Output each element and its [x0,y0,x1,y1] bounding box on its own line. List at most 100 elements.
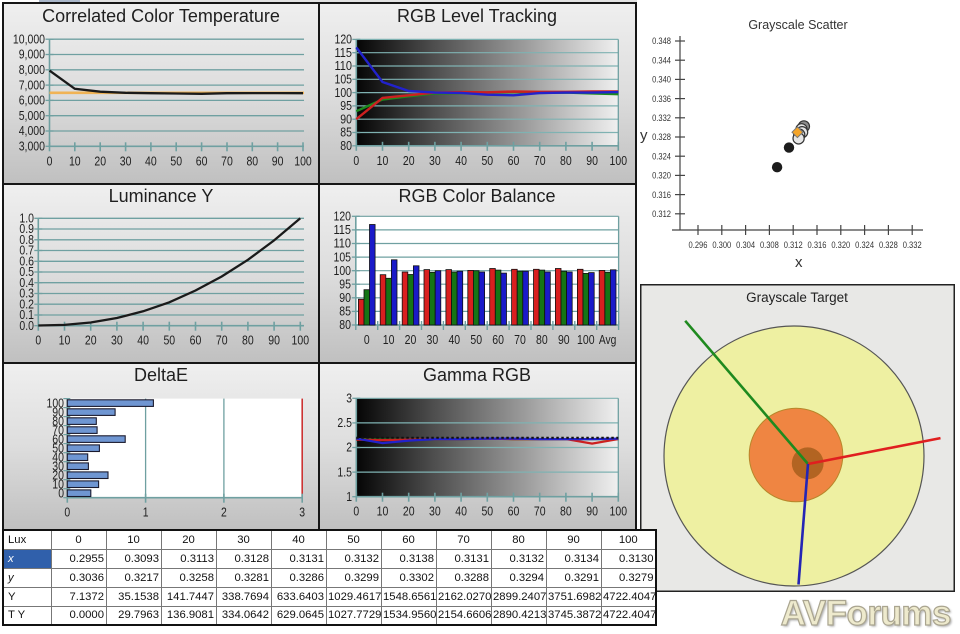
svg-text:80: 80 [536,333,548,347]
svg-text:20: 20 [403,154,415,168]
svg-text:0: 0 [58,486,64,500]
svg-text:0: 0 [364,333,370,347]
svg-text:60: 60 [52,432,64,446]
svg-text:60: 60 [508,154,520,168]
svg-text:50: 50 [481,154,493,168]
svg-text:110: 110 [334,237,352,251]
svg-text:50: 50 [170,154,182,168]
svg-text:90: 90 [586,154,598,168]
svg-text:3,000: 3,000 [19,140,45,154]
svg-text:40: 40 [137,334,149,348]
svg-text:100: 100 [577,333,595,347]
svg-text:100: 100 [292,334,310,348]
svg-text:80: 80 [560,154,572,168]
svg-text:70: 70 [534,154,546,168]
svg-text:50: 50 [470,333,482,347]
svg-text:20: 20 [85,334,97,348]
svg-text:80: 80 [52,414,64,428]
svg-text:90: 90 [586,505,598,519]
svg-text:0.312: 0.312 [784,240,803,250]
svg-text:100: 100 [294,154,312,168]
svg-text:2.5: 2.5 [337,416,352,430]
svg-text:0: 0 [47,154,53,168]
svg-text:4,000: 4,000 [19,124,45,138]
svg-text:Grayscale Scatter: Grayscale Scatter [748,18,847,32]
svg-text:1: 1 [346,490,352,504]
svg-text:30: 30 [120,154,132,168]
svg-text:10: 10 [69,154,81,168]
svg-text:115: 115 [334,223,352,237]
svg-text:0.304: 0.304 [736,240,755,250]
svg-text:100: 100 [335,86,353,100]
svg-text:7,000: 7,000 [19,78,45,92]
svg-text:3: 3 [346,392,352,406]
svg-text:0.348: 0.348 [652,36,671,46]
svg-text:0: 0 [353,154,359,168]
svg-text:90: 90 [339,291,351,305]
svg-text:0.300: 0.300 [712,240,731,250]
svg-text:95: 95 [340,99,352,113]
svg-text:0.328: 0.328 [652,132,671,142]
svg-text:6,000: 6,000 [19,94,45,108]
svg-text:5,000: 5,000 [19,109,45,123]
svg-text:0.312: 0.312 [652,209,671,219]
svg-text:40: 40 [455,505,467,519]
svg-text:85: 85 [339,305,351,319]
svg-text:0.316: 0.316 [808,240,827,250]
svg-text:0.5: 0.5 [19,265,34,279]
svg-text:90: 90 [340,112,352,126]
svg-text:0.3: 0.3 [19,287,34,301]
svg-text:90: 90 [558,333,570,347]
svg-text:0.344: 0.344 [652,55,671,65]
svg-text:85: 85 [340,126,352,140]
svg-text:115: 115 [335,46,353,60]
svg-text:1.0: 1.0 [19,212,34,226]
svg-text:10: 10 [377,505,389,519]
svg-text:50: 50 [52,441,64,455]
svg-text:80: 80 [340,139,352,153]
svg-text:70: 70 [221,154,233,168]
svg-text:1: 1 [143,506,149,520]
svg-text:Avg: Avg [599,333,617,347]
svg-text:1.5: 1.5 [337,465,352,479]
svg-text:80: 80 [246,154,258,168]
svg-text:10: 10 [377,154,389,168]
svg-text:95: 95 [339,278,351,292]
svg-text:100: 100 [610,154,628,168]
svg-text:40: 40 [448,333,460,347]
svg-text:30: 30 [111,334,123,348]
svg-text:70: 70 [52,423,64,437]
svg-text:RGB Level Tracking: RGB Level Tracking [397,6,557,26]
svg-text:10: 10 [59,334,71,348]
svg-text:0.340: 0.340 [652,75,671,85]
svg-text:30: 30 [427,333,439,347]
svg-text:0.7: 0.7 [19,244,34,258]
svg-text:80: 80 [560,505,572,519]
svg-text:20: 20 [405,333,417,347]
svg-text:80: 80 [339,318,351,332]
svg-text:60: 60 [196,154,208,168]
svg-text:0.6: 0.6 [19,255,34,269]
svg-text:60: 60 [190,334,202,348]
svg-text:0.320: 0.320 [831,240,850,250]
svg-text:30: 30 [52,459,64,473]
svg-text:70: 70 [514,333,526,347]
svg-text:0.296: 0.296 [689,240,708,250]
svg-text:100: 100 [334,264,352,278]
svg-text:120: 120 [334,210,352,224]
svg-text:30: 30 [429,154,441,168]
svg-text:0.316: 0.316 [652,190,671,200]
svg-text:Correlated Color Temperature: Correlated Color Temperature [42,6,280,26]
svg-text:0.328: 0.328 [879,240,898,250]
svg-text:0.324: 0.324 [855,240,874,250]
svg-text:110: 110 [335,59,353,73]
svg-text:50: 50 [481,505,493,519]
svg-text:10,000: 10,000 [13,32,45,46]
svg-text:10: 10 [383,333,395,347]
svg-text:Gamma RGB: Gamma RGB [423,365,531,385]
svg-text:20: 20 [94,154,106,168]
svg-text:0.332: 0.332 [903,240,922,250]
svg-text:60: 60 [508,505,520,519]
svg-text:RGB Color Balance: RGB Color Balance [398,186,555,206]
svg-text:0.9: 0.9 [19,222,34,236]
